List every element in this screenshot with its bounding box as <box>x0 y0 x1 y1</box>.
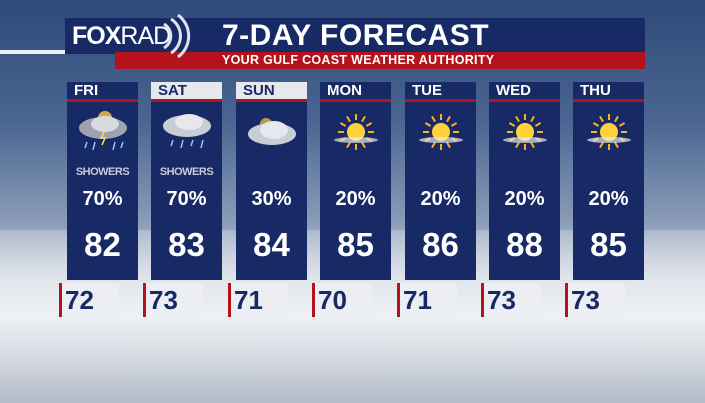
low-accent-bar <box>59 283 62 317</box>
day-underline <box>236 99 307 102</box>
low-temp-box: 71 <box>228 283 288 317</box>
forecast-day-tue: TUE 20% 86 71 <box>397 82 476 317</box>
sun-icon <box>503 114 547 150</box>
low-temp: 71 <box>234 285 263 315</box>
high-temp: 85 <box>337 226 374 263</box>
page-subtitle: YOUR GULF COAST WEATHER AUTHORITY <box>222 53 495 67</box>
precip-chance: 70% <box>82 188 123 210</box>
high-temp: 83 <box>168 226 205 263</box>
day-label: SUN <box>236 82 307 99</box>
day-underline <box>320 99 391 102</box>
forecast-day-fri: FRI SHOWERS 70% 82 72 <box>59 82 138 317</box>
page-title: 7-DAY FORECAST <box>222 19 490 52</box>
day-panel: SHOWERS 70% 83 <box>151 102 222 280</box>
cloud-icon <box>248 118 296 145</box>
low-accent-bar <box>228 283 231 317</box>
foxrad-logo: FOXRAD <box>72 22 171 50</box>
precip-chance: 70% <box>166 188 207 210</box>
thunderstorm-sun-icon <box>79 111 127 151</box>
forecast-day-sun: SUN 30% 84 71 <box>228 82 307 317</box>
forecast-day-thu: THU 20% 85 73 <box>565 82 644 317</box>
low-temp-box: 70 <box>312 283 372 317</box>
forecast-day-wed: WED 20% 88 73 <box>481 82 560 317</box>
day-underline <box>573 99 644 102</box>
forecast-day-mon: MON 20% 85 70 <box>312 82 391 317</box>
subtitle-bar <box>115 52 645 69</box>
low-accent-bar <box>143 283 146 317</box>
precip-chance: 20% <box>420 188 461 210</box>
day-label: WED <box>489 82 560 99</box>
low-temp-box: 73 <box>143 283 203 317</box>
sun-icon <box>419 114 463 150</box>
low-temp-box: 71 <box>397 283 457 317</box>
low-temp: 73 <box>149 285 178 315</box>
day-underline <box>67 99 138 102</box>
condition-label: SHOWERS <box>159 166 214 178</box>
low-temp-box: 72 <box>59 283 119 317</box>
condition-label: SHOWERS <box>75 166 130 178</box>
low-accent-bar <box>397 283 400 317</box>
day-label: MON <box>320 82 391 99</box>
high-temp: 84 <box>253 226 290 263</box>
day-panel: 30% 84 <box>236 102 307 280</box>
high-temp: 86 <box>422 226 459 263</box>
low-accent-bar <box>565 283 568 317</box>
day-label: FRI <box>67 82 138 99</box>
low-temp-box: 73 <box>565 283 625 317</box>
day-label: THU <box>573 82 644 99</box>
low-temp: 71 <box>403 285 432 315</box>
day-panel: 20% 88 <box>489 102 560 280</box>
high-temp: 82 <box>84 226 121 263</box>
precip-chance: 30% <box>251 188 292 210</box>
day-underline <box>151 99 222 102</box>
day-underline <box>489 99 560 102</box>
day-label: SAT <box>151 82 222 99</box>
precip-chance: 20% <box>335 188 376 210</box>
low-temp: 73 <box>571 285 600 315</box>
low-accent-bar <box>312 283 315 317</box>
day-panel: 20% 85 <box>573 102 644 280</box>
low-temp: 72 <box>65 285 94 315</box>
sun-icon <box>334 114 378 150</box>
high-temp: 85 <box>590 226 627 263</box>
radar-waves-icon <box>163 14 191 58</box>
day-label: TUE <box>405 82 476 99</box>
low-accent-bar <box>481 283 484 317</box>
high-temp: 88 <box>506 226 543 263</box>
precip-chance: 20% <box>504 188 545 210</box>
day-underline <box>405 99 476 102</box>
sun-icon <box>587 114 631 150</box>
forecast-day-sat: SAT SHOWERS 70% 83 73 <box>143 82 222 317</box>
low-temp: 70 <box>318 285 347 315</box>
low-temp: 73 <box>487 285 516 315</box>
title-bar <box>65 18 645 54</box>
day-panel: 20% 85 <box>320 102 391 280</box>
divider-line <box>0 50 118 54</box>
rain-cloud-icon <box>163 114 211 149</box>
day-panel: SHOWERS 70% 82 <box>67 102 138 280</box>
day-panel: 20% 86 <box>405 102 476 280</box>
precip-chance: 20% <box>588 188 629 210</box>
low-temp-box: 73 <box>481 283 541 317</box>
